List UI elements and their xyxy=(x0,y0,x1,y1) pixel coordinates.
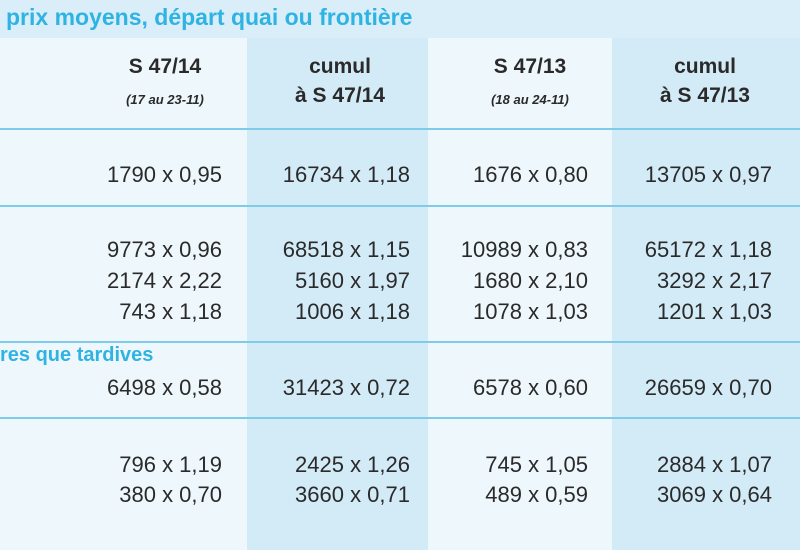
column-shade xyxy=(247,38,428,550)
table-cell: 65172 x 1,18 xyxy=(644,237,772,262)
table-cell: 1680 x 2,10 xyxy=(473,268,588,293)
table-cell: 2884 x 1,07 xyxy=(657,452,772,477)
table-cell: 1201 x 1,03 xyxy=(657,299,772,324)
rule xyxy=(0,205,800,207)
table-cell: 2174 x 2,22 xyxy=(107,268,222,293)
rule xyxy=(0,341,800,343)
table-cell: 1676 x 0,80 xyxy=(473,162,588,187)
table-cell: 26659 x 0,70 xyxy=(644,375,772,400)
rule xyxy=(0,417,800,419)
column-title: S 47/14 xyxy=(128,55,202,78)
table-cell: 796 x 1,19 xyxy=(119,452,222,477)
table-cell: 68518 x 1,15 xyxy=(282,237,410,262)
table-cell: 6578 x 0,60 xyxy=(473,375,588,400)
table-cell: 3069 x 0,64 xyxy=(657,482,772,507)
table-cell: 745 x 1,05 xyxy=(485,452,588,477)
table-cell: 31423 x 0,72 xyxy=(282,375,410,400)
table-cell: 380 x 0,70 xyxy=(119,482,222,507)
table-cell: 6498 x 0,58 xyxy=(107,375,222,400)
table-cell: 2425 x 1,26 xyxy=(295,452,410,477)
rule xyxy=(0,128,800,130)
table-cell: 1790 x 0,95 xyxy=(107,162,222,187)
table-cell: 9773 x 0,96 xyxy=(107,237,222,262)
column-subtitle: (18 au 24-11) xyxy=(491,92,569,107)
table-cell: 743 x 1,18 xyxy=(119,299,222,324)
table-cell: 13705 x 0,97 xyxy=(644,162,772,187)
table-cell: 3292 x 2,17 xyxy=(657,268,772,293)
banner: prix moyens, départ quai ou frontière xyxy=(0,0,800,38)
column-title: S 47/13 xyxy=(493,55,567,78)
table-cell: 1006 x 1,18 xyxy=(295,299,410,324)
section-label: res que tardives xyxy=(0,344,154,366)
column-subtitle: à S 47/14 xyxy=(295,84,385,107)
column-title: cumul xyxy=(309,55,371,78)
column-subtitle: à S 47/13 xyxy=(660,84,750,107)
column-shade xyxy=(612,38,800,550)
column-title: cumul xyxy=(674,55,736,78)
table-cell: 3660 x 0,71 xyxy=(295,482,410,507)
table-cell: 10989 x 0,83 xyxy=(460,237,588,262)
table-cell: 1078 x 1,03 xyxy=(473,299,588,324)
table-title: prix moyens, départ quai ou frontière xyxy=(6,4,413,30)
table-cell: 5160 x 1,97 xyxy=(295,268,410,293)
table-cell: 16734 x 1,18 xyxy=(282,162,410,187)
table-cell: 489 x 0,59 xyxy=(485,482,588,507)
column-subtitle: (17 au 23-11) xyxy=(126,92,204,107)
